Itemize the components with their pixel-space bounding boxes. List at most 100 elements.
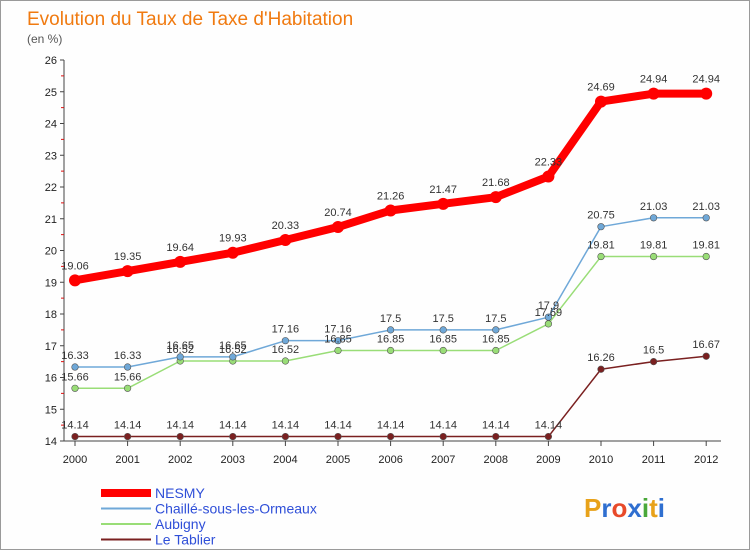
y-tick-label: 19 <box>45 277 57 289</box>
data-point <box>492 326 500 334</box>
legend-label: Le Tablier <box>155 532 216 548</box>
data-label: 19.81 <box>587 240 615 252</box>
data-label: 17.16 <box>324 324 352 336</box>
y-tick-label: 25 <box>45 87 57 99</box>
x-tick-label: 2011 <box>642 454 666 466</box>
y-tick-label: 16 <box>45 373 57 385</box>
data-point <box>71 432 79 441</box>
data-point <box>597 223 605 231</box>
data-label: 16.52 <box>219 344 247 356</box>
data-point <box>387 346 395 355</box>
y-tick-label: 18 <box>45 309 57 321</box>
data-label: 20.33 <box>272 220 300 232</box>
axes: 14 15 16 17 18 19 20 21 22 23 24 25 26 2000 2001 2002 20… <box>45 55 721 466</box>
data-label: 19.35 <box>114 251 142 263</box>
data-labels: 14.14 14.14 14.14 14.14 14.14 14.14 14.14 14.14… <box>61 74 720 432</box>
data-point <box>492 432 500 441</box>
data-point <box>597 252 605 261</box>
data-point <box>649 252 658 261</box>
data-label: 17.5 <box>380 313 401 325</box>
data-point <box>281 357 290 365</box>
data-label: 15.66 <box>114 371 142 383</box>
data-label: 16.52 <box>166 344 194 356</box>
legend-label: Aubigny <box>155 516 206 532</box>
data-point <box>595 95 607 108</box>
data-label: 14.14 <box>114 420 142 432</box>
series-layer <box>69 87 713 441</box>
data-label: 17.5 <box>485 313 506 325</box>
y-tick-label: 15 <box>45 404 57 416</box>
data-label: 16.65 <box>219 340 247 352</box>
y-tick-label: 26 <box>45 55 57 67</box>
data-label: 16.33 <box>114 350 142 362</box>
proxiti-logo: Proxiti <box>584 493 665 523</box>
data-point <box>597 365 605 373</box>
data-point <box>334 337 342 345</box>
data-label: 20.74 <box>324 207 352 219</box>
data-point <box>700 87 713 100</box>
data-point <box>176 353 184 361</box>
data-label: 19.81 <box>640 240 668 252</box>
x-tick-label: 2004 <box>273 454 297 466</box>
data-point <box>544 432 553 441</box>
logo-letter: i <box>658 493 665 523</box>
data-point <box>492 346 500 355</box>
data-label: 21.03 <box>640 201 668 213</box>
logo-letter: x <box>627 493 642 523</box>
data-point <box>439 326 447 334</box>
data-label: 19.81 <box>692 240 720 252</box>
data-label: 19.93 <box>219 233 247 245</box>
data-label: 14.14 <box>377 420 405 432</box>
data-label: 14.14 <box>324 420 352 432</box>
data-point <box>702 214 710 222</box>
data-point <box>439 432 447 441</box>
data-point <box>71 363 79 371</box>
logo-letter: i <box>642 493 649 523</box>
data-point <box>387 326 395 334</box>
data-label: 16.33 <box>61 350 89 362</box>
logo-letter: P <box>584 493 601 523</box>
logo-letter: t <box>649 493 658 523</box>
data-label: 24.69 <box>587 82 615 94</box>
data-point <box>387 432 395 441</box>
y-tick-label: 20 <box>45 246 57 258</box>
data-label: 17.9 <box>538 300 559 312</box>
x-tick-label: 2009 <box>536 454 560 466</box>
data-point <box>123 384 132 392</box>
y-tick-label: 21 <box>45 214 57 226</box>
data-point <box>647 87 660 100</box>
data-point <box>281 337 290 345</box>
data-point <box>649 214 658 222</box>
data-label: 17.5 <box>432 313 453 325</box>
legend-label: NESMY <box>155 485 205 501</box>
data-label: 14.14 <box>535 420 563 432</box>
data-label: 21.47 <box>429 184 457 196</box>
y-tick-label: 24 <box>45 119 57 131</box>
data-point <box>542 170 555 183</box>
y-tick-label: 17 <box>45 341 57 353</box>
data-label: 16.65 <box>166 340 194 352</box>
data-point <box>229 353 237 361</box>
x-tick-label: 2010 <box>589 454 613 466</box>
x-tick-label: 2012 <box>694 454 718 466</box>
data-label: 16.67 <box>692 339 720 351</box>
y-tick-label: 23 <box>45 150 57 162</box>
data-label: 21.68 <box>482 177 510 189</box>
logo-letter: o <box>611 493 627 523</box>
data-point <box>69 274 81 287</box>
x-tick-label: 2001 <box>115 454 139 466</box>
data-point <box>281 432 290 441</box>
x-tick-label: 2007 <box>431 454 455 466</box>
data-label: 16.52 <box>272 344 300 356</box>
chart-subtitle: (en %) <box>27 32 62 46</box>
data-label: 16.5 <box>643 345 664 357</box>
data-point <box>544 320 553 328</box>
data-point <box>649 358 658 366</box>
data-label: 16.85 <box>377 334 405 346</box>
x-tick-label: 2002 <box>168 454 192 466</box>
data-point <box>437 197 450 210</box>
data-label: 14.14 <box>61 420 89 432</box>
data-label: 17.16 <box>272 324 300 336</box>
